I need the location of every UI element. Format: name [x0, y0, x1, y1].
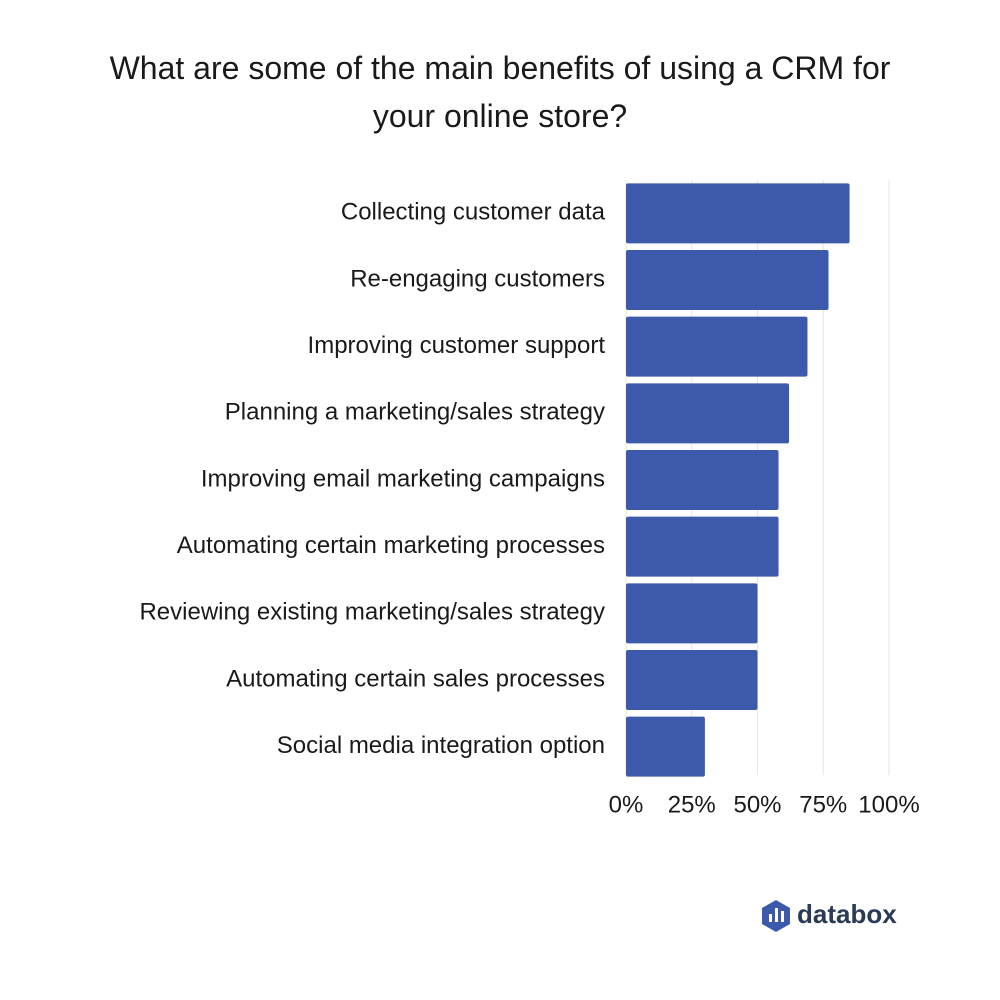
y-tick-label: Social media integration option — [277, 732, 605, 759]
x-tick-label: 0% — [609, 791, 644, 818]
bar — [626, 250, 829, 310]
y-tick-label: Reviewing existing marketing/sales strat… — [139, 599, 605, 626]
y-tick-label: Improving customer support — [308, 332, 606, 359]
chart-title: What are some of the main benefits of us… — [109, 50, 891, 134]
logo: databox — [762, 899, 897, 932]
x-tick-label: 100% — [858, 791, 919, 818]
bar — [626, 583, 758, 644]
logo-text: databox — [797, 899, 897, 929]
bar — [626, 183, 850, 244]
bar — [626, 383, 790, 444]
y-tick-label: Re-engaging customers — [350, 265, 605, 292]
logo-icon-bar — [769, 914, 772, 922]
x-tick-label: 50% — [733, 791, 781, 818]
y-tick-label: Improving email marketing campaigns — [201, 465, 605, 492]
y-tick-label: Planning a marketing/sales strategy — [225, 399, 605, 426]
y-tick-label: Automating certain marketing processes — [177, 532, 605, 559]
y-tick-label: Collecting customer data — [341, 199, 606, 226]
y-tick-label: Automating certain sales processes — [226, 665, 605, 692]
bar — [626, 516, 779, 577]
bar — [626, 316, 808, 377]
logo-icon-bar — [775, 908, 778, 922]
x-tick-label: 75% — [799, 791, 847, 818]
bar — [626, 650, 758, 710]
x-tick-label: 25% — [668, 791, 716, 818]
logo-icon-bar — [781, 911, 784, 922]
bar — [626, 716, 705, 777]
bar — [626, 450, 779, 510]
